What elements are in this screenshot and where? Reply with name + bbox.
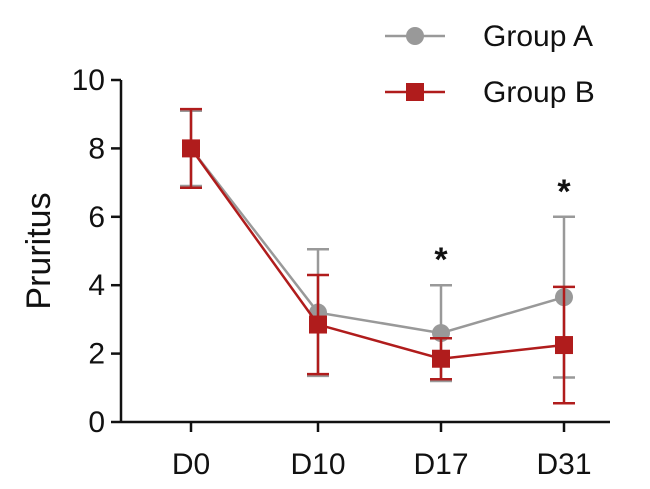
y-tick-label: 0 <box>88 406 105 439</box>
significance-marker: * <box>434 241 448 279</box>
x-tick-label: D0 <box>172 448 210 481</box>
data-point <box>309 315 327 334</box>
series-line <box>189 147 565 360</box>
series-line <box>190 147 565 335</box>
y-ticks: 0 2 4 6 8 10 <box>72 64 121 439</box>
x-tick-label: D31 <box>536 448 591 481</box>
x-ticks: D0 D10 D17 D31 <box>172 422 592 481</box>
legend-label: Group B <box>483 76 595 109</box>
legend-item: Group A <box>385 20 593 53</box>
y-tick-label: 6 <box>88 201 105 234</box>
y-axis-title: Pruritus <box>20 192 58 309</box>
y-tick-label: 2 <box>88 338 105 371</box>
series-group-b <box>180 107 575 405</box>
axes <box>119 80 610 424</box>
legend-item: Group B <box>385 76 595 109</box>
y-tick-label: 8 <box>88 132 105 165</box>
data-point <box>432 349 450 368</box>
legend-marker <box>406 27 424 45</box>
legend-marker <box>406 83 424 101</box>
data-point <box>555 336 573 355</box>
legend-label: Group A <box>483 20 593 53</box>
series-layer <box>180 107 575 405</box>
data-point <box>182 139 200 158</box>
x-tick-label: D10 <box>290 448 345 481</box>
x-tick-label: D17 <box>413 448 468 481</box>
y-tick-label: 10 <box>72 64 105 97</box>
significance-marker: * <box>557 173 571 211</box>
annotation-layer: ** <box>434 173 571 279</box>
y-tick-label: 4 <box>88 269 105 302</box>
legend: Group A Group B <box>385 20 595 109</box>
